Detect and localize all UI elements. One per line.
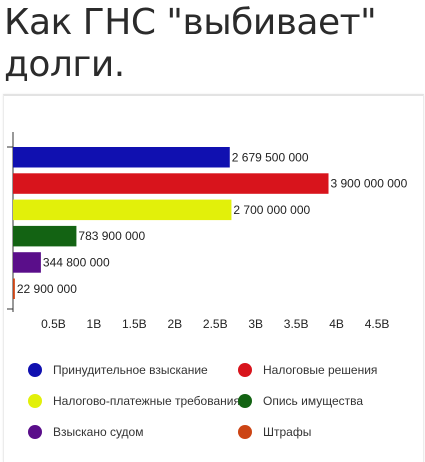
data-label: 2 679 500 000 [232,150,309,164]
legend-marker [238,363,252,377]
legend-label: Взыскано судом [53,425,143,439]
data-label: 344 800 000 [43,255,110,269]
x-tick-label: 2B [167,317,182,331]
bar [13,225,77,247]
chart-card: 2 679 500 000 3 900 000 000 2 700 000 000 7… [3,94,424,462]
bar [13,278,15,299]
legend-label: Налогово-платежные требования [53,394,240,408]
legend-marker [238,425,252,439]
legend-label: Налоговые решения [263,363,377,377]
bar [13,173,329,194]
x-tick-label: 2.5B [203,317,228,331]
data-label: 783 900 000 [78,229,145,243]
bar-chart: 2 679 500 000 3 900 000 000 2 700 000 000 7… [7,132,408,439]
x-tick-label: 1B [87,317,102,331]
data-label: 3 900 000 000 [331,177,408,191]
x-tick-label: 3B [248,317,263,331]
x-tick-label: 1.5B [122,317,147,331]
x-tick-label: 0.5B [41,317,66,331]
x-tick-label: 3.5B [284,317,309,331]
legend-label: Опись имущества [263,394,363,408]
data-label: 2 700 000 000 [233,203,310,217]
bar [13,147,230,168]
bar [13,252,41,273]
x-tick-label: 4.5B [365,317,390,331]
legend-label: Принудительное взыскание [53,363,208,377]
page-title: Как ГНС "выбивает" долги. [4,2,422,86]
legend-label: Штрафы [263,425,311,439]
data-label: 22 900 000 [17,282,77,296]
legend-marker [238,394,252,408]
page-title-line-2: долги. [4,44,125,85]
bar [13,199,232,221]
legend-marker [28,394,42,408]
legend-marker [28,363,42,377]
x-tick-label: 4B [329,317,344,331]
page-title-line-1: Как ГНС "выбивает" [4,2,377,43]
legend-marker [28,425,42,439]
